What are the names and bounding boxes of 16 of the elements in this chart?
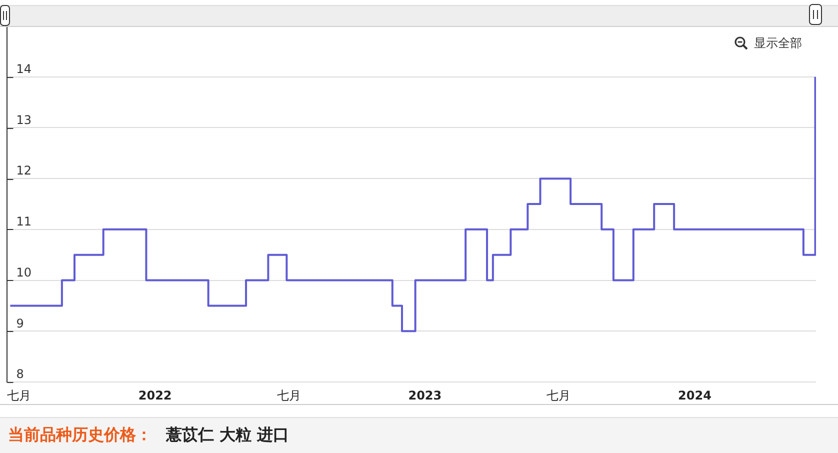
x-tick-label: 2022 — [138, 388, 172, 402]
x-tick-label: 2023 — [408, 388, 442, 402]
x-tick-label: 2024 — [678, 388, 712, 402]
y-tick-label: 13 — [16, 112, 32, 127]
y-tick-label: 8 — [16, 367, 24, 382]
text: 当前品种历史价格： — [8, 425, 152, 446]
y-tick-label: 11 — [16, 214, 32, 229]
text: 薏苡仁 大粒 进口 — [166, 425, 290, 446]
y-tick-label: 14 — [16, 62, 32, 76]
y-tick-label: 12 — [16, 164, 32, 178]
x-tick-label: 七月 — [7, 388, 32, 402]
x-tick-label: 七月 — [276, 388, 301, 402]
y-tick-label: 9 — [16, 316, 24, 330]
y-tick-label: 10 — [16, 265, 32, 280]
annotation: 显示全部 — [754, 35, 802, 51]
x-tick-label: 七月 — [546, 388, 571, 402]
